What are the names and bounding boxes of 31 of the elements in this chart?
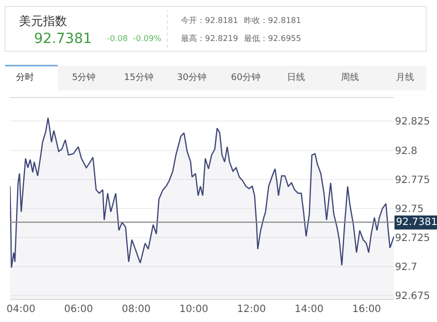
text: 5分钟 (72, 72, 96, 83)
text: 日线 (287, 72, 305, 83)
x-tick-label: 06:00 (64, 304, 93, 315)
text: 今开：92.8181 (181, 16, 238, 25)
y-tick-label: 92.675 (395, 291, 430, 302)
text: 15分钟 (124, 72, 154, 83)
text: 月线 (396, 72, 414, 83)
x-tick-label: 08:00 (122, 304, 151, 315)
x-tick-label: 10:00 (179, 304, 208, 315)
y-tick-label: 92.825 (395, 116, 430, 128)
ref-line-label: 92.7381 (396, 217, 437, 228)
y-tick-label: 92.8 (395, 146, 418, 157)
text: 最低：92.6955 (244, 34, 302, 43)
x-tick-label: 16:00 (352, 304, 382, 315)
text: 周线 (341, 72, 359, 83)
text: 最高：92.8219 (181, 34, 238, 43)
text: -0.08 (107, 34, 128, 43)
text: 60分钟 (231, 72, 260, 83)
y-tick-label: 92.725 (395, 232, 430, 244)
y-tick-label: 92.75 (395, 204, 424, 215)
text: 分时 (16, 72, 34, 83)
x-tick-label: 14:00 (294, 304, 324, 315)
text: 92.7381 (34, 31, 92, 47)
text: -0.09% (133, 34, 162, 43)
y-tick-label: 92.775 (395, 174, 430, 186)
chart-title: 美元指数 (19, 14, 67, 28)
y-tick-label: 92.7 (395, 262, 418, 273)
text: 昨收：92.8181 (244, 16, 302, 25)
text: 30分钟 (177, 72, 206, 83)
x-tick-label: 12:00 (236, 304, 266, 315)
x-tick-label: 04:00 (6, 304, 36, 315)
